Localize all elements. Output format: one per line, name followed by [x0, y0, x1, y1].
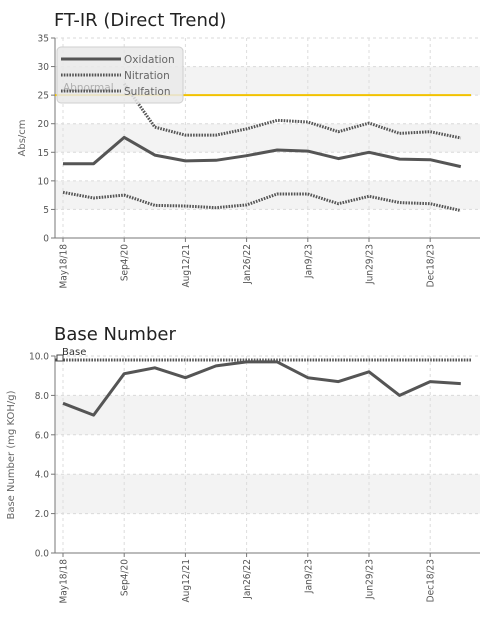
- x-tick-label: Jun29/23: [365, 559, 376, 600]
- plot-band: [55, 513, 480, 553]
- x-tick-label: Dec18/23: [426, 559, 437, 602]
- x-tick-label: Dec18/23: [426, 244, 437, 287]
- y-tick-labels: 0.0 2.0 4.0 6.0 8.0 10.0: [29, 352, 49, 560]
- y-tick-label: 30: [38, 62, 50, 73]
- x-tick-label: Aug12/21: [181, 244, 192, 288]
- plot-band: [55, 434, 480, 475]
- annotation-base: Base: [62, 347, 86, 358]
- plot-band: [55, 395, 480, 435]
- y-tick-label: 8.0: [35, 391, 50, 402]
- legend-item-sulfation: Sulfation: [124, 86, 170, 98]
- y-tick-label: 25: [38, 91, 49, 102]
- y-tick-label: 10: [38, 176, 50, 187]
- series-group: [62, 360, 461, 417]
- series-group: [62, 82, 462, 213]
- y-tick-label: 2.0: [35, 509, 50, 520]
- x-tick-label: May18/18: [59, 559, 70, 604]
- annotation-abnormal: Abnormal: [63, 82, 114, 94]
- plot-bands: [55, 356, 480, 553]
- series-line-nitration: [62, 190, 462, 213]
- y-tick-label: 35: [38, 34, 49, 45]
- series-line-sulfation: [122, 82, 462, 140]
- series-line-oxidation: [63, 135, 462, 169]
- y-tick-label: 6.0: [35, 430, 50, 441]
- chart-title: Base Number: [54, 324, 176, 345]
- x-tick-label: Sep4/20: [120, 244, 131, 281]
- y-tick-label: 0.0: [35, 549, 50, 560]
- x-tick-label: Jan26/22: [242, 244, 253, 285]
- y-tick-label: 10.0: [29, 352, 49, 363]
- y-axis-label: Abs/cm: [17, 119, 28, 156]
- legend-item-oxidation: Oxidation: [124, 54, 175, 66]
- x-tick-label: Jan9/23: [303, 559, 314, 594]
- y-tick-label: 15: [38, 148, 49, 159]
- x-tick-label: Jan26/22: [242, 559, 253, 600]
- chart-title: FT-IR (Direct Trend): [54, 10, 226, 31]
- plot-band: [55, 209, 480, 238]
- y-tick-labels: 0 5 10 15 20 25 30 35: [38, 34, 50, 245]
- x-tick-labels: May18/18 Sep4/20 Aug12/21 Jan26/22 Jan9/23 Ju…: [59, 559, 437, 604]
- legend: Oxidation Nitration Sulfation Abnormal: [56, 46, 184, 104]
- x-tick-labels: May18/18 Sep4/20 Aug12/21 Jan26/22 Jan9/23 Ju…: [59, 244, 437, 289]
- y-tick-label: 0: [43, 234, 49, 245]
- plot-band: [55, 123, 480, 153]
- y-tick-label: 5: [43, 205, 49, 216]
- legend-item-nitration: Nitration: [124, 70, 170, 82]
- plot-band: [55, 474, 480, 514]
- x-tick-label: Sep4/20: [120, 559, 131, 596]
- plot-band: [55, 152, 480, 181]
- base-marker: [56, 354, 64, 362]
- plot-band: [55, 180, 480, 210]
- y-tick-label: 20: [38, 119, 50, 130]
- x-tick-label: Jun29/23: [365, 244, 376, 285]
- x-tick-label: Aug12/21: [181, 559, 192, 603]
- y-axis-label: Base Number (mg KOH/g): [6, 390, 17, 519]
- x-tick-label: Jan9/23: [303, 244, 314, 279]
- plot-bands: [55, 38, 480, 238]
- series-line-base-number: [62, 360, 461, 417]
- x-tick-label: May18/18: [59, 244, 70, 289]
- grid-lines: [51, 355, 480, 557]
- y-tick-label: 4.0: [35, 470, 50, 481]
